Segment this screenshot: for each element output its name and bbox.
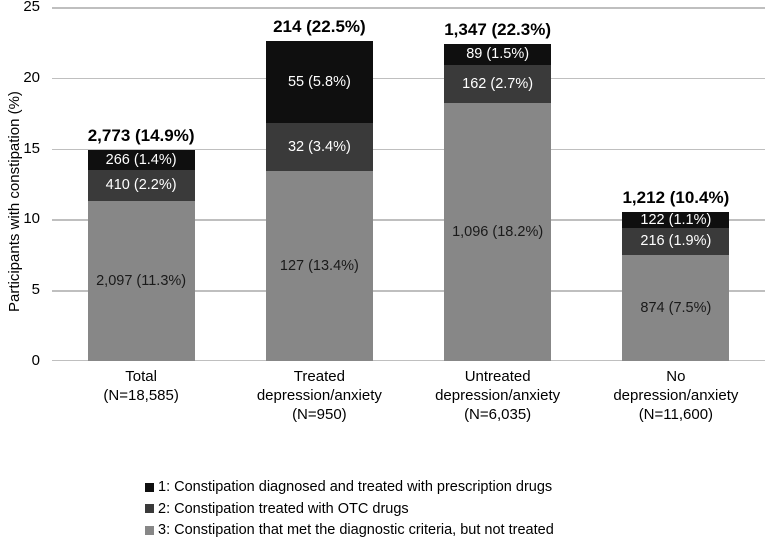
bar: 1,347 (22.3%) 89 (1.5%) 162 (2.7%) 1,096 (1… [444,20,552,361]
x-category-label: Untreated depression/anxiety (N=6,035) [435,368,561,423]
segment-label: 1,096 (18.2%) [452,223,544,240]
y-tick-label: 10 [23,210,40,228]
legend-item: 1: Constipation diagnosed and treated wi… [145,480,554,495]
gridline [52,148,765,151]
segment-label: 55 (5.8%) [287,73,351,90]
y-tick-label: 15 [23,139,40,157]
gridline [52,359,765,361]
plot-area: 2,773 (14.9%) 266 (1.4%) 410 (2.2%) 2,097 (… [52,7,765,361]
gridline [52,219,765,221]
gridline [52,7,765,9]
legend: 1: Constipation diagnosed and treated wi… [145,480,554,545]
bar-segment: 1,096 (18.2%) [444,103,552,361]
bar-segment: 874 (7.5%) [622,254,730,361]
x-category-label: Treated depression/anxiety (N=950) [256,368,382,423]
bar: 2,773 (14.9%) 266 (1.4%) 410 (2.2%) 2,097 (… [87,126,195,361]
legend-item: 3: Constipation that met the diagnostic … [145,523,554,538]
legend-item: 2: Constipation treated with OTC drugs [145,500,554,517]
segment-label: 2,097 (11.3%) [96,272,187,289]
bar-segment: 162 (2.7%) [444,65,552,104]
bar-segment: 216 (1.9%) [622,227,730,255]
bar-segment: 55 (5.8%) [265,40,373,124]
y-axis-tick-labels: 0 5 10 15 20 25 [0,0,44,369]
segment-label: 266 (1.4%) [105,151,177,168]
segment-label: 216 (1.9%) [640,233,712,250]
bar: 1,212 (10.4%) 122 (1.1%) 216 (1.9%) 874 (7.… [622,188,730,361]
segment-label: 32 (3.4%) [287,138,351,155]
gridline [52,290,765,292]
y-tick-label: 20 [23,68,40,86]
bar-segment: 32 (3.4%) [265,123,373,172]
bar: 214 (22.5%) 55 (5.8%) 32 (3.4%) 127 (13.4%) [265,17,373,361]
x-category-label: Total (N=18,585) [103,368,179,404]
segment-label: 162 (2.7%) [462,75,534,92]
x-category-label: No depression/anxiety (N=11,600) [613,368,739,423]
legend-label: 1: Constipation diagnosed and treated wi… [158,479,553,495]
segment-label: 122 (1.1%) [640,211,712,228]
legend-swatch [145,504,154,514]
bar-total-label: 2,773 (14.9%) [87,126,195,146]
legend-label: 2: Constipation treated with OTC drugs [158,500,409,517]
y-tick-label: 5 [31,281,40,299]
gridline [52,77,765,80]
y-tick-label: 0 [31,352,40,369]
x-axis-category-labels: Total (N=18,585) Treated depression/anxiety… [52,367,765,429]
bar-segment: 266 (1.4%) [87,150,195,170]
bar-segment: 410 (2.2%) [87,169,195,201]
segment-label: 127 (13.4%) [279,257,359,274]
bar-total-label: 214 (22.5%) [273,16,366,36]
legend-label: 3: Constipation that met the diagnostic … [158,522,554,538]
bar-segment: 122 (1.1%) [622,211,730,228]
segment-label: 874 (7.5%) [640,299,712,316]
segment-label: 89 (1.5%) [466,46,530,63]
bar-segment: 127 (13.4%) [265,171,373,361]
bar-total-label: 1,347 (22.3%) [444,19,552,39]
bar-segment: 89 (1.5%) [444,43,552,66]
legend-swatch [145,482,154,492]
bar-segment: 2,097 (11.3%) [87,200,195,361]
segment-label: 410 (2.2%) [105,177,177,194]
y-tick-label: 25 [23,0,40,15]
bar-total-label: 1,212 (10.4%) [622,188,730,208]
legend-swatch [145,525,154,535]
